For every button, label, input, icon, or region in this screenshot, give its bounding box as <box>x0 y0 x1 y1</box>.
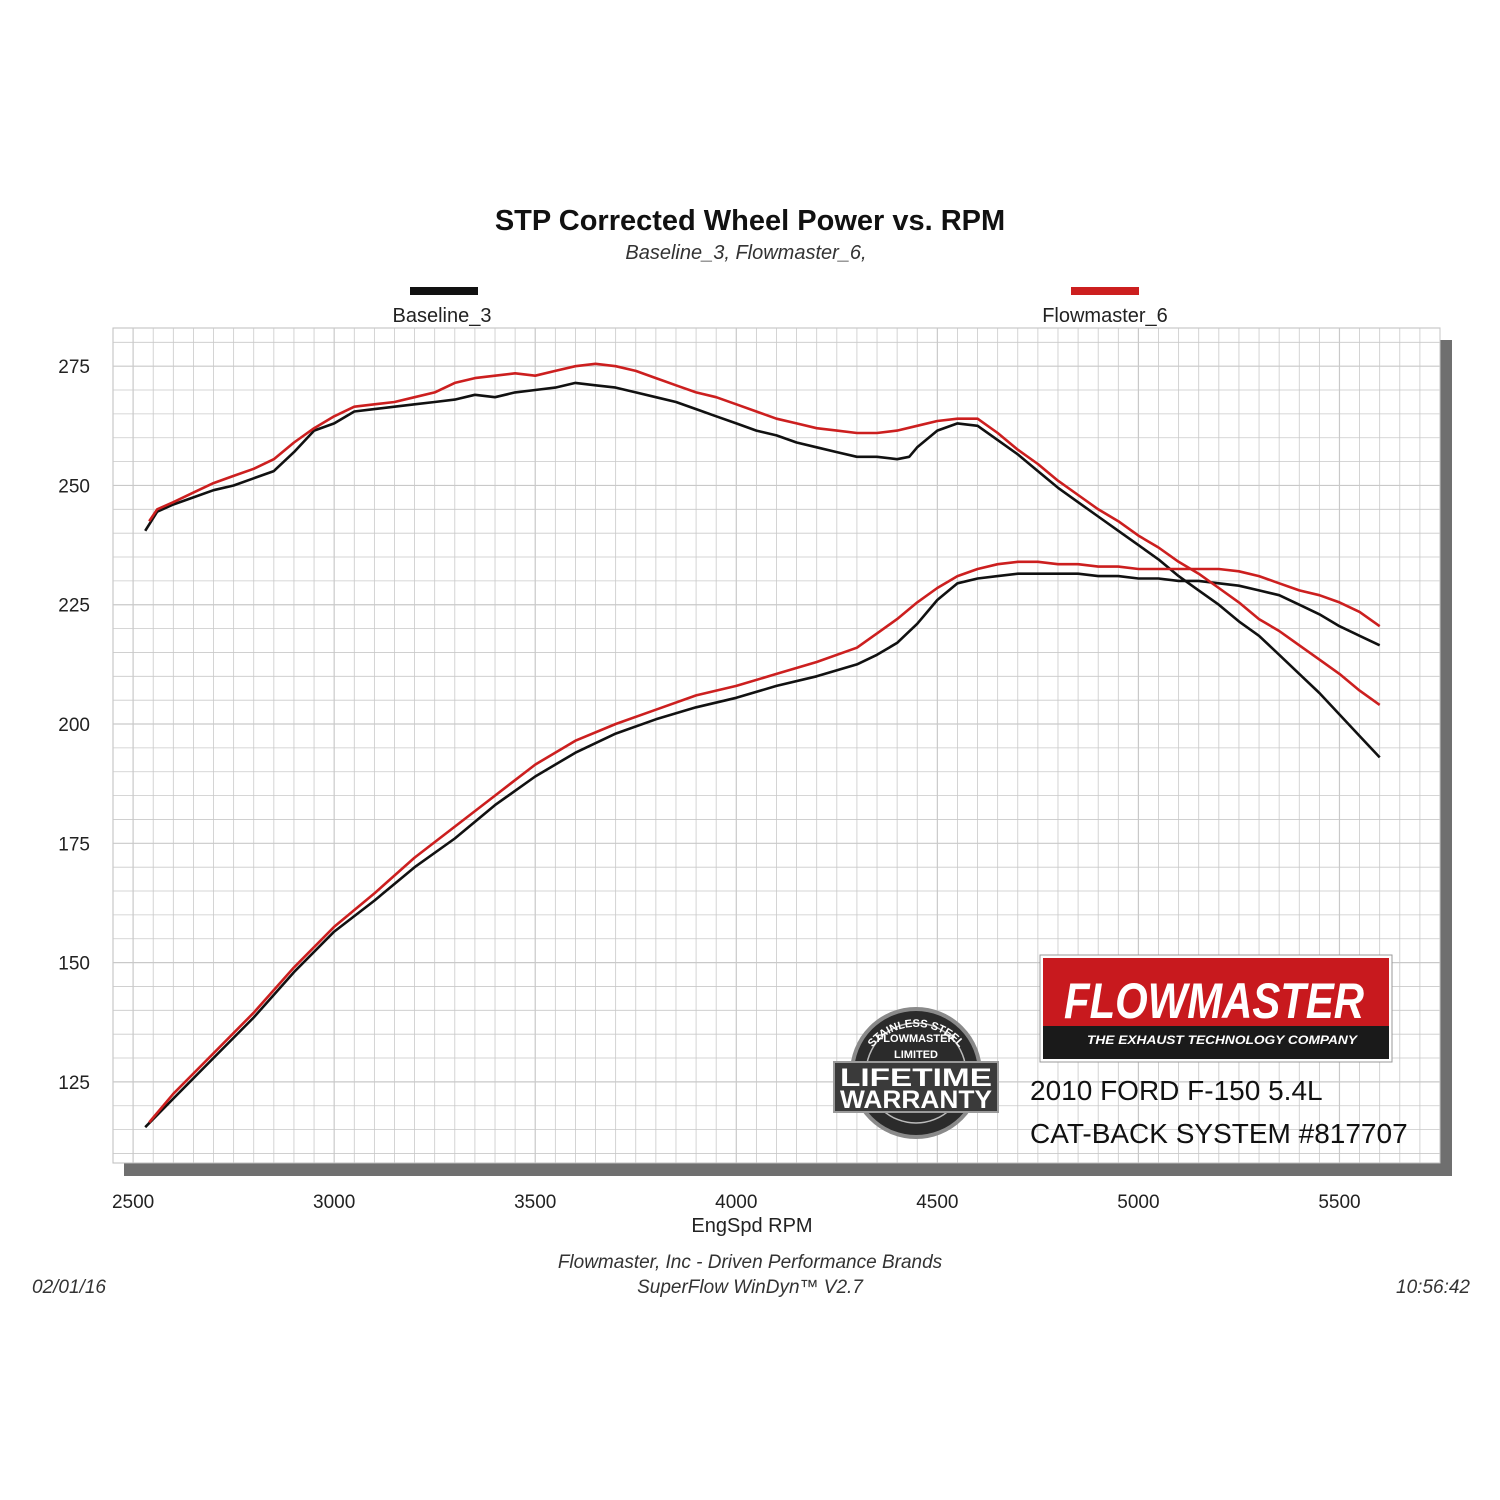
footer-time: 10:56:42 <box>1396 1277 1470 1298</box>
legend-label-flowmaster: Flowmaster_6 <box>1042 305 1168 327</box>
series-line-flowmaster-6-1 <box>148 560 1381 1124</box>
x-tick-label: 4000 <box>715 1192 757 1213</box>
y-tick-label: 275 <box>58 357 90 378</box>
y-axis-ticks: 125 150 175 200 225 250 275 <box>58 357 90 1094</box>
y-tick-label: 125 <box>58 1073 90 1094</box>
badge-lifetime: LIFETIME <box>840 1064 992 1092</box>
x-tick-label: 5000 <box>1117 1192 1159 1213</box>
warranty-badge: STAINLESS STEEL FLOWMASTER LIMITED LIFET… <box>833 1007 999 1139</box>
logo-red-panel <box>1043 958 1389 1026</box>
footer-company: Flowmaster, Inc - Driven Performance Bra… <box>558 1252 943 1273</box>
legend: Baseline_3 Flowmaster_6 <box>393 287 1168 327</box>
y-tick-label: 175 <box>58 834 90 855</box>
x-tick-label: 2500 <box>112 1192 154 1213</box>
x-tick-label: 3000 <box>313 1192 355 1213</box>
legend-swatch-baseline <box>410 287 478 295</box>
y-tick-label: 200 <box>58 715 90 736</box>
y-tick-label: 250 <box>58 476 90 497</box>
flowmaster-logo: FLOWMASTER THE EXHAUST TECHNOLOGY COMPAN… <box>1039 954 1393 1063</box>
badge-banner <box>833 1061 999 1113</box>
x-tick-label: 5500 <box>1318 1192 1360 1213</box>
y-tick-label: 150 <box>58 954 90 975</box>
logo-tagline: THE EXHAUST TECHNOLOGY COMPANY <box>1087 1033 1358 1047</box>
logo-wordmark: FLOWMASTER <box>1064 973 1364 1029</box>
y-tick-label: 225 <box>58 596 90 617</box>
product-part: CAT-BACK SYSTEM #817707 <box>1030 1118 1408 1149</box>
x-tick-label: 3500 <box>514 1192 556 1213</box>
series-line-flowmaster-6-0 <box>148 362 1381 706</box>
series-layer <box>144 362 1381 1129</box>
badge-warranty: WARRANTY <box>840 1086 992 1114</box>
legend-swatch-flowmaster <box>1071 287 1139 295</box>
x-tick-label: 4500 <box>916 1192 958 1213</box>
series-line-baseline-3-1 <box>144 572 1381 1129</box>
product-vehicle: 2010 FORD F-150 5.4L <box>1030 1075 1323 1106</box>
footer-software: SuperFlow WinDyn™ V2.7 <box>637 1277 864 1298</box>
chart-subtitle: Baseline_3, Flowmaster_6, <box>625 242 866 264</box>
x-axis-ticks: 2500 3000 3500 4000 4500 5000 5500 <box>112 1192 1361 1213</box>
badge-limited: LIMITED <box>894 1049 938 1061</box>
footer-date: 02/01/16 <box>32 1277 106 1298</box>
logo-black-panel <box>1043 1026 1389 1059</box>
badge-brand: FLOWMASTER <box>877 1033 956 1045</box>
x-axis-label: EngSpd RPM <box>691 1215 812 1237</box>
legend-label-baseline: Baseline_3 <box>393 305 492 327</box>
chart-title: STP Corrected Wheel Power vs. RPM <box>495 205 1005 237</box>
